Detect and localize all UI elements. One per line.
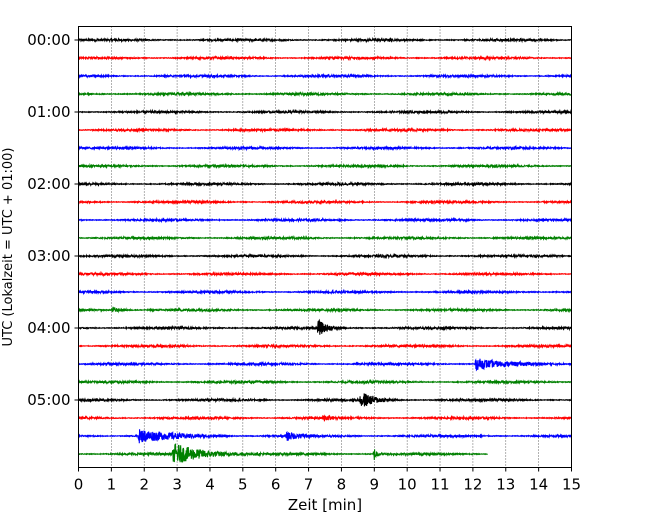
trace-05-30 [78,429,573,444]
x-tick-label: 8 [337,476,347,494]
trace-05-15 [78,414,573,422]
x-tick-label: 12 [463,476,482,494]
x-tick-label: 3 [172,476,182,494]
trace-01-15 [78,126,572,134]
trace-00-30 [78,72,573,80]
x-tick-label: 15 [562,476,581,494]
trace-04-45 [77,378,572,386]
x-axis-label: Zeit [min] [288,496,362,514]
x-tick-label: 0 [74,476,84,494]
x-tick-label: 9 [370,476,380,494]
trace-00-45 [78,90,572,98]
y-tick-label: 04:00 [27,319,70,337]
trace-05-00 [77,393,572,407]
trace-00-00 [78,36,572,44]
x-axis-ticks: 0 1 2 3 4 5 6 7 8 9 10 11 12 13 14 15 [74,467,581,494]
x-tick-label: 5 [238,476,248,494]
y-axis-ticks: 00:00 01:00 02:00 03:00 04:00 05:00 [27,31,79,409]
y-tick-label: 01:00 [27,103,70,121]
trace-00-15 [77,54,572,62]
y-tick-label: 00:00 [27,31,70,49]
trace-02-00 [77,180,572,188]
x-tick-label: 10 [398,476,417,494]
trace-01-00 [78,108,572,116]
y-tick-label: 02:00 [27,175,70,193]
trace-02-45 [78,234,573,242]
trace-05-45 [78,443,488,463]
x-tick-label: 13 [496,476,515,494]
trace-02-15 [78,198,573,206]
x-tick-label: 1 [107,476,117,494]
y-tick-label: 03:00 [27,247,70,265]
trace-01-30 [77,144,572,152]
trace-03-15 [77,270,572,278]
trace-04-15 [78,342,572,350]
x-tick-label: 4 [205,476,215,494]
x-tick-label: 7 [304,476,314,494]
x-tick-label: 2 [139,476,149,494]
x-tick-label: 11 [430,476,449,494]
plot-frame [78,26,572,468]
trace-04-00 [78,318,573,335]
trace-03-30 [77,288,573,296]
trace-04-30 [77,358,572,372]
y-axis-label: UTC (Lokalzeit = UTC + 01:00) [1,148,16,347]
x-tick-label: 6 [271,476,281,494]
trace-03-00 [78,252,572,260]
trace-02-30 [78,216,572,224]
x-tick-label: 14 [529,476,548,494]
trace-03-45 [78,306,572,314]
seismic-traces [77,36,573,463]
trace-01-45 [77,162,572,170]
y-tick-label: 05:00 [27,391,70,409]
